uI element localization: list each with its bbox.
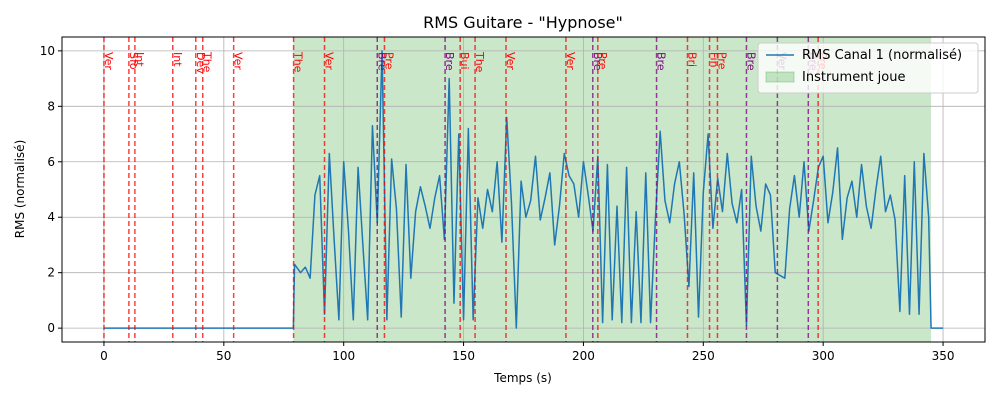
y-tick-label: 8 bbox=[47, 99, 55, 113]
annotation-label: The bbox=[201, 51, 214, 73]
annotation-label: Ver bbox=[323, 52, 336, 70]
legend-box bbox=[757, 42, 979, 94]
annotation-label: Dev bbox=[194, 52, 207, 74]
annotation-label: Bre bbox=[744, 52, 757, 71]
y-tick-label: 10 bbox=[40, 44, 55, 58]
y-tick-label: 2 bbox=[47, 266, 55, 280]
x-tick-label: 300 bbox=[812, 349, 835, 363]
annotation-label: Bui bbox=[458, 52, 471, 70]
x-tick-label: 250 bbox=[692, 349, 715, 363]
x-tick-label: 100 bbox=[332, 349, 355, 363]
legend-label: Instrument joue bbox=[802, 70, 905, 85]
annotation-label: Int bbox=[171, 52, 184, 67]
data-line bbox=[103, 50, 944, 329]
x-axis-label: Temps (s) bbox=[493, 371, 552, 385]
y-tick-label: 6 bbox=[47, 155, 55, 169]
annotation-label: The bbox=[292, 51, 305, 73]
annotation-label: Pre bbox=[715, 52, 728, 70]
annotation-label: Int bbox=[133, 52, 146, 67]
annotation-label: Ver bbox=[232, 52, 245, 70]
annotation-label: Sfo bbox=[127, 52, 140, 70]
y-tick-label: 4 bbox=[47, 210, 55, 224]
annotation-label: Pre bbox=[596, 52, 609, 70]
y-tick-label: 0 bbox=[47, 321, 55, 335]
legend-swatch bbox=[765, 71, 795, 83]
annotation-label: The bbox=[473, 51, 486, 73]
chart-title: RMS Guitare - "Hypnose" bbox=[423, 13, 623, 32]
y-axis-label: RMS (normalisé) bbox=[13, 140, 27, 239]
annotation-label: Bre bbox=[443, 52, 456, 71]
plot-frame bbox=[61, 36, 986, 343]
x-tick-label: 350 bbox=[932, 349, 955, 363]
annotation-label: Bri bbox=[685, 52, 698, 67]
annotation-label: Pre bbox=[382, 52, 395, 70]
x-tick-label: 150 bbox=[452, 349, 475, 363]
legend-label: RMS Canal 1 (normalisé) bbox=[802, 48, 962, 63]
annotation-label: Ver bbox=[564, 52, 577, 70]
annotation-label: Ver bbox=[102, 52, 115, 70]
annotation-label: Ver bbox=[504, 52, 517, 70]
x-tick-label: 200 bbox=[572, 349, 595, 363]
x-tick-label: 50 bbox=[216, 349, 231, 363]
x-tick-label: 0 bbox=[100, 349, 108, 363]
annotation-label: Bre bbox=[655, 52, 668, 71]
